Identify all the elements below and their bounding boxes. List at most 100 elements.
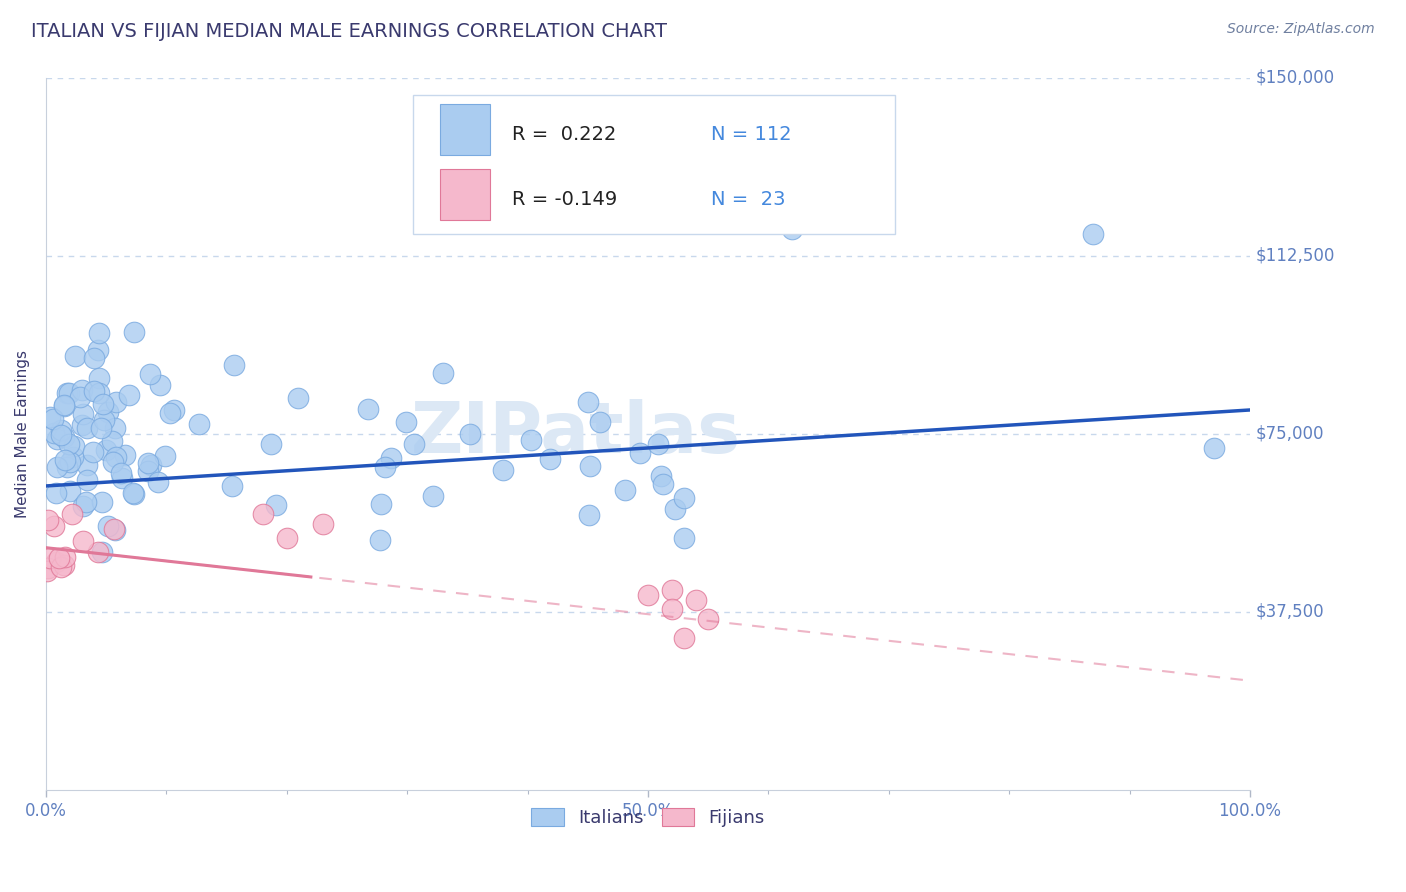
- Point: [103, 523, 125, 537]
- Text: $112,500: $112,500: [1256, 246, 1336, 265]
- Point: [82, 445, 104, 459]
- Point: [370, 497, 392, 511]
- Point: [110, 466, 132, 480]
- Point: [122, 486, 145, 500]
- Point: [53, 429, 76, 443]
- Point: [259, 437, 281, 451]
- Point: [422, 489, 444, 503]
- Text: ZIPatlas: ZIPatlas: [411, 400, 741, 468]
- Text: $75,000: $75,000: [1256, 425, 1324, 442]
- Point: [637, 588, 659, 602]
- Text: $37,500: $37,500: [1256, 603, 1324, 621]
- Point: [90, 421, 112, 435]
- Point: [72, 417, 94, 432]
- Text: R =  0.222: R = 0.222: [512, 125, 616, 144]
- Point: [148, 377, 170, 392]
- Point: [72, 533, 94, 548]
- Point: [75, 495, 97, 509]
- Point: [51, 560, 73, 574]
- Point: [118, 388, 141, 402]
- Point: [673, 531, 696, 545]
- Text: N = 112: N = 112: [710, 125, 792, 144]
- Point: [402, 436, 425, 450]
- Point: [44, 426, 66, 441]
- FancyBboxPatch shape: [440, 103, 491, 155]
- Point: [90, 545, 112, 559]
- Point: [111, 471, 134, 485]
- Point: [650, 468, 672, 483]
- FancyBboxPatch shape: [413, 95, 894, 235]
- Point: [53, 558, 76, 573]
- Text: ITALIAN VS FIJIAN MEDIAN MALE EARNINGS CORRELATION CHART: ITALIAN VS FIJIAN MEDIAN MALE EARNINGS C…: [31, 22, 666, 41]
- Point: [45, 432, 67, 446]
- Point: [83, 384, 105, 398]
- Point: [136, 456, 159, 470]
- Point: [136, 464, 159, 478]
- Point: [380, 451, 402, 466]
- Point: [53, 550, 76, 565]
- Point: [578, 508, 600, 522]
- Point: [62, 450, 84, 464]
- Point: [72, 499, 94, 513]
- Text: R = -0.149: R = -0.149: [512, 190, 617, 209]
- Point: [613, 483, 636, 497]
- Point: [685, 593, 707, 607]
- Point: [58, 436, 80, 450]
- Point: [589, 415, 612, 429]
- Point: [53, 398, 76, 412]
- Point: [37, 513, 59, 527]
- FancyBboxPatch shape: [440, 169, 491, 220]
- Point: [146, 475, 169, 490]
- Point: [89, 371, 111, 385]
- Point: [673, 491, 696, 506]
- Point: [432, 367, 454, 381]
- Point: [782, 222, 804, 236]
- Legend: Italians, Fijians: Italians, Fijians: [524, 801, 772, 834]
- Point: [42, 518, 65, 533]
- Point: [51, 424, 73, 438]
- Point: [41, 412, 63, 426]
- Point: [87, 343, 110, 357]
- Point: [673, 631, 696, 645]
- Point: [83, 351, 105, 366]
- Point: [1083, 227, 1105, 242]
- Point: [63, 349, 86, 363]
- Point: [395, 415, 418, 429]
- Point: [45, 555, 67, 569]
- Point: [87, 386, 110, 401]
- Point: [76, 420, 98, 434]
- Point: [122, 326, 145, 340]
- Point: [287, 391, 309, 405]
- Point: [492, 462, 515, 476]
- Point: [647, 436, 669, 450]
- Point: [224, 358, 246, 372]
- Point: [48, 551, 70, 566]
- Point: [538, 451, 561, 466]
- Text: $150,000: $150,000: [1256, 69, 1336, 87]
- Point: [45, 485, 67, 500]
- Point: [312, 516, 335, 531]
- Point: [97, 405, 120, 419]
- Point: [188, 417, 211, 432]
- Point: [628, 446, 651, 460]
- Point: [651, 477, 673, 491]
- Point: [70, 383, 93, 397]
- Point: [104, 450, 127, 464]
- Point: [53, 453, 76, 467]
- Point: [91, 397, 114, 411]
- Point: [96, 442, 118, 457]
- Point: [1202, 441, 1225, 455]
- Point: [114, 448, 136, 462]
- Point: [163, 402, 186, 417]
- Point: [155, 450, 177, 464]
- Point: [56, 386, 79, 401]
- Point: [374, 459, 396, 474]
- Point: [579, 458, 602, 473]
- Point: [59, 483, 82, 498]
- Point: [101, 455, 124, 469]
- Point: [91, 494, 114, 508]
- Point: [87, 545, 110, 559]
- Point: [76, 458, 98, 472]
- Point: [76, 473, 98, 487]
- Point: [159, 406, 181, 420]
